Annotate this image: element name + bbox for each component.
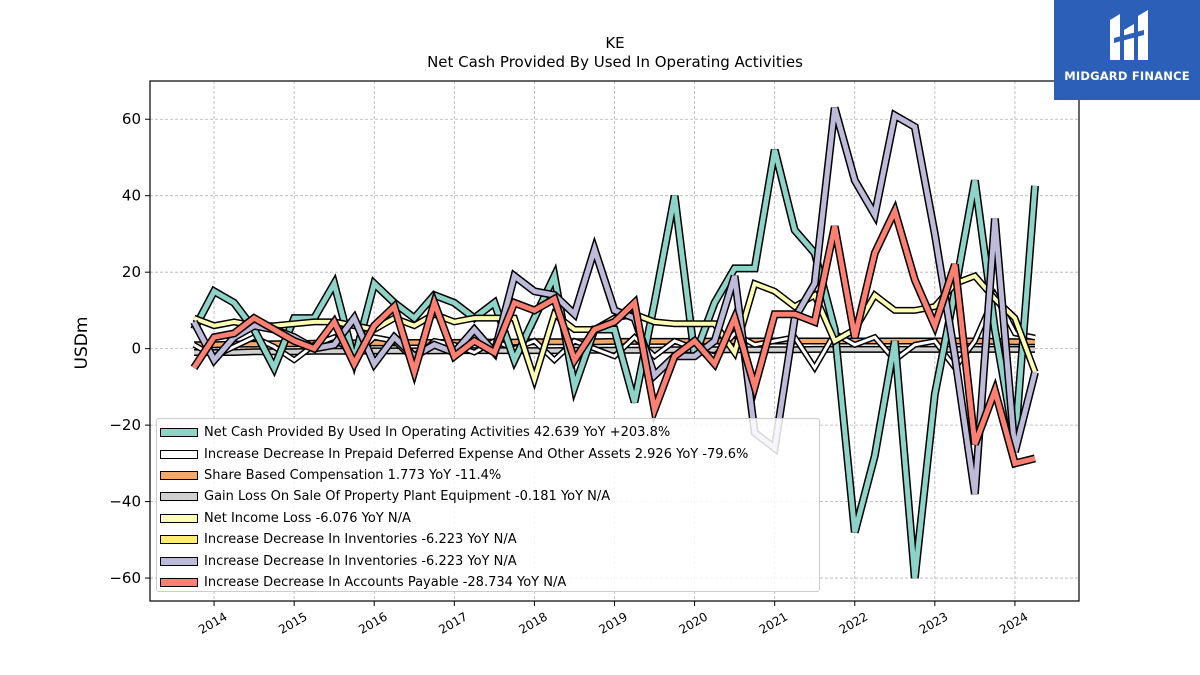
legend-item: Increase Decrease In Inventories -6.223 …: [160, 550, 819, 571]
legend-label: Increase Decrease In Accounts Payable -2…: [204, 574, 567, 590]
x-tick-label: 2023: [917, 609, 950, 636]
legend-swatch: [160, 492, 198, 502]
series-lines: [190, 106, 1039, 579]
x-tick-label: 2014: [196, 609, 229, 636]
chart-subtitle: Net Cash Provided By Used In Operating A…: [427, 53, 803, 71]
series-line-6: [191, 203, 1036, 467]
x-tick-label: 2016: [356, 609, 389, 636]
y-tick-label: 0: [131, 340, 141, 358]
legend-label: Increase Decrease In Inventories -6.223 …: [204, 532, 517, 548]
brand-mark-icon: [1110, 10, 1148, 60]
legend-label: Increase Decrease In Inventories -6.223 …: [204, 553, 517, 569]
legend-item: Gain Loss On Sale Of Property Plant Equi…: [160, 486, 819, 507]
legend-label: Net Cash Provided By Used In Operating A…: [204, 425, 671, 441]
x-tick-label: 2017: [436, 609, 469, 636]
legend-swatch: [160, 577, 198, 587]
legend-item: Share Based Compensation 1.773 YoY -11.4…: [160, 465, 819, 486]
legend-swatch: [160, 449, 198, 459]
legend-item: Net Cash Provided By Used In Operating A…: [160, 422, 819, 443]
x-axis-ticks: 2014 2015 2016 2017 2018 2019 2020 2021 2022 2023…: [196, 601, 1030, 637]
legend-label: Gain Loss On Sale Of Property Plant Equi…: [204, 489, 611, 505]
legend-swatch: [160, 556, 198, 566]
y-axis-label: USDm: [72, 317, 92, 370]
legend-swatch: [160, 535, 198, 545]
y-tick-label: −60: [109, 569, 141, 587]
legend-swatch: [160, 428, 198, 438]
y-tick-label: −40: [109, 493, 141, 511]
legend-item: Increase Decrease In Prepaid Deferred Ex…: [160, 443, 819, 464]
chart-title: KE: [605, 34, 624, 52]
legend-label: Share Based Compensation 1.773 YoY -11.4…: [204, 467, 502, 483]
x-tick-label: 2020: [677, 609, 710, 636]
legend-swatch: [160, 513, 198, 523]
y-tick-label: 60: [122, 110, 141, 128]
x-tick-label: 2018: [516, 609, 549, 636]
brand-name: MIDGARD FINANCE: [1064, 69, 1190, 83]
legend-label: Net Income Loss -6.076 YoY N/A: [204, 510, 411, 526]
series-line-3: [191, 149, 1038, 579]
x-tick-label: 2022: [837, 609, 870, 636]
legend-swatch: [160, 470, 198, 480]
x-tick-label: 2019: [597, 609, 630, 636]
chart-legend: Net Cash Provided By Used In Operating A…: [156, 418, 820, 592]
y-tick-label: 40: [122, 187, 141, 205]
y-tick-label: −20: [109, 416, 141, 434]
x-tick-label: 2024: [997, 609, 1030, 636]
legend-item: Increase Decrease In Inventories -6.223 …: [160, 529, 819, 550]
legend-item: Net Income Loss -6.076 YoY N/A: [160, 508, 819, 529]
legend-item: Increase Decrease In Accounts Payable -2…: [160, 572, 819, 593]
legend-label: Increase Decrease In Prepaid Deferred Ex…: [204, 446, 749, 462]
brand-logo: MIDGARD FINANCE: [1054, 0, 1200, 100]
series-line-5: [191, 107, 1038, 495]
x-tick-label: 2021: [757, 609, 790, 636]
y-axis-ticks: 60 40 20 0 −20 −40 −60: [109, 110, 150, 587]
y-tick-label: 20: [122, 263, 141, 281]
x-tick-label: 2015: [276, 609, 309, 636]
